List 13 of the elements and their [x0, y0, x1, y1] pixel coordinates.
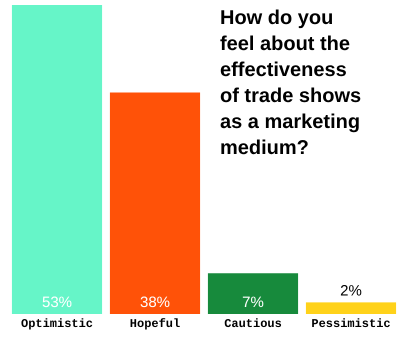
data-label: 53% [42, 294, 72, 311]
x-tick-label: Cautious [224, 317, 282, 331]
bar [208, 273, 298, 314]
x-tick-label: Optimistic [20, 317, 94, 331]
data-label: 2% [340, 282, 362, 300]
text: How do you feel about the effectiveness of trade shows as a marketing medium? [220, 7, 362, 159]
bar [306, 302, 396, 314]
x-tick-label: Pessimistic [311, 317, 391, 331]
data-label: 38% [140, 294, 170, 311]
x-tick-label: Hopeful [130, 317, 180, 331]
data-label: 7% [242, 294, 264, 311]
bar [12, 5, 102, 314]
bar [110, 92, 200, 314]
